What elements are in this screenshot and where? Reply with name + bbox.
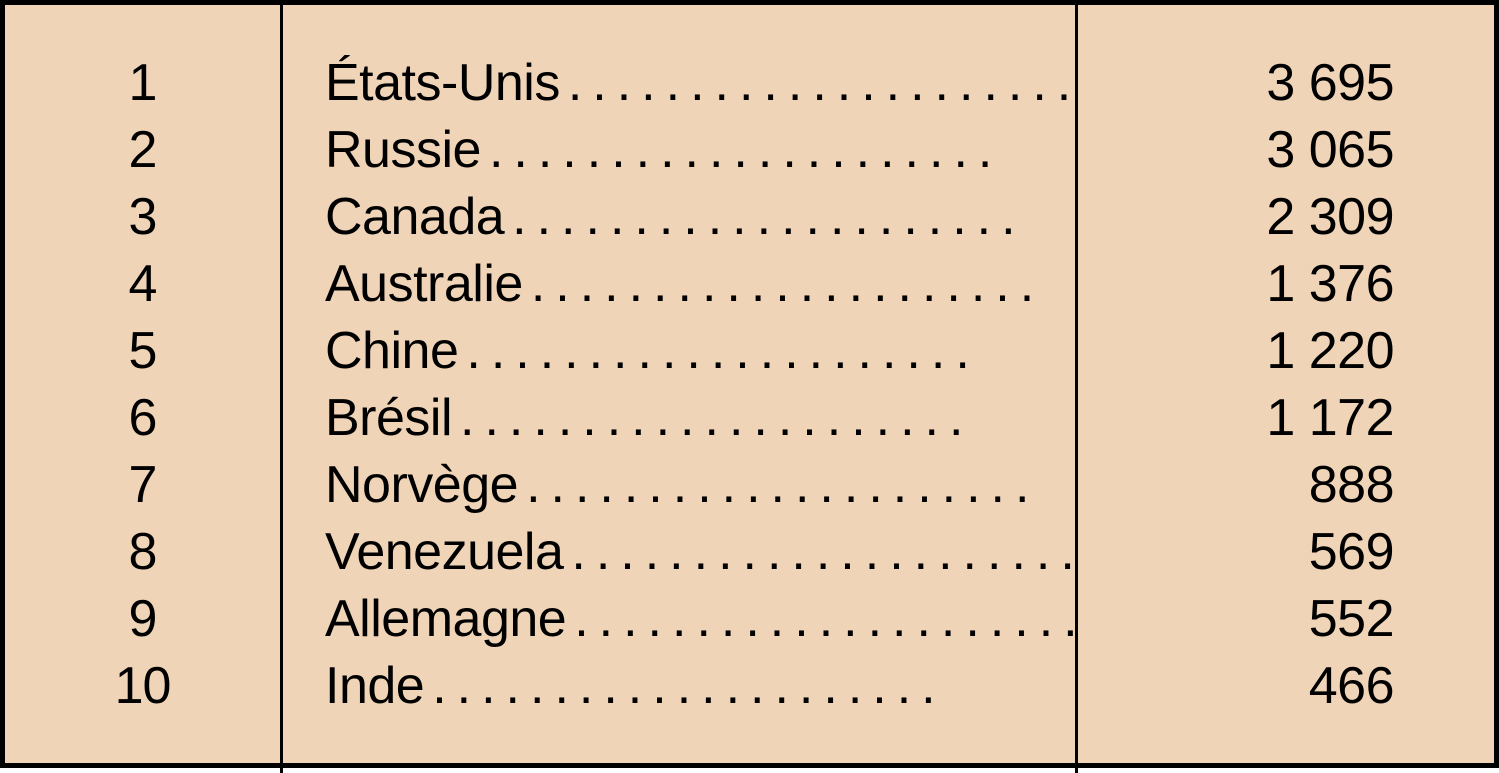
country-cell: États-Unis ..................... <box>280 53 1075 113</box>
ranking-table: 1 États-Unis ..................... 3 695… <box>0 0 1499 768</box>
rank-cell: 9 <box>5 589 280 649</box>
country-name: Brésil <box>325 388 452 448</box>
country-name: Canada <box>325 187 504 247</box>
dot-leader: ..................... <box>566 589 1075 649</box>
column-divider-1 <box>280 5 283 773</box>
value-cell: 466 <box>1075 656 1494 716</box>
rank-cell: 7 <box>5 455 280 515</box>
country-name: Venezuela <box>325 522 563 582</box>
country-name: Chine <box>325 321 458 381</box>
dot-leader: ..................... <box>560 53 1075 113</box>
country-name: Australie <box>325 254 523 314</box>
country-cell: Norvège ..................... <box>280 455 1075 515</box>
country-name: États-Unis <box>325 53 560 113</box>
table-row: 7 Norvège ..................... 888 <box>5 451 1494 518</box>
table-row: 3 Canada ..................... 2 309 <box>5 183 1494 250</box>
country-name: Norvège <box>325 455 518 515</box>
value-cell: 1 172 <box>1075 388 1494 448</box>
country-cell: Canada ..................... <box>280 187 1075 247</box>
country-cell: Inde ..................... <box>280 656 1075 716</box>
table-row: 4 Australie ..................... 1 376 <box>5 250 1494 317</box>
rank-cell: 10 <box>5 656 280 716</box>
value-cell: 3 065 <box>1075 120 1494 180</box>
value-cell: 888 <box>1075 455 1494 515</box>
rank-cell: 8 <box>5 522 280 582</box>
table-row: 6 Brésil ..................... 1 172 <box>5 384 1494 451</box>
table-row: 9 Allemagne ..................... 552 <box>5 585 1494 652</box>
dot-leader: ..................... <box>563 522 1075 582</box>
rank-cell: 1 <box>5 53 280 113</box>
dot-leader: ..................... <box>523 254 1075 314</box>
rank-cell: 4 <box>5 254 280 314</box>
country-cell: Russie ..................... <box>280 120 1075 180</box>
dot-leader: ..................... <box>452 388 1075 448</box>
dot-leader: ..................... <box>481 120 1075 180</box>
country-name: Russie <box>325 120 481 180</box>
rank-cell: 2 <box>5 120 280 180</box>
value-cell: 569 <box>1075 522 1494 582</box>
table-row: 10 Inde ..................... 466 <box>5 652 1494 719</box>
country-cell: Chine ..................... <box>280 321 1075 381</box>
value-cell: 1 376 <box>1075 254 1494 314</box>
table-row: 5 Chine ..................... 1 220 <box>5 317 1494 384</box>
country-cell: Allemagne ..................... <box>280 589 1075 649</box>
rank-cell: 5 <box>5 321 280 381</box>
value-cell: 2 309 <box>1075 187 1494 247</box>
dot-leader: ..................... <box>458 321 1075 381</box>
rank-cell: 6 <box>5 388 280 448</box>
column-divider-2 <box>1075 5 1078 773</box>
value-cell: 552 <box>1075 589 1494 649</box>
rank-cell: 3 <box>5 187 280 247</box>
country-name: Inde <box>325 656 424 716</box>
dot-leader: ..................... <box>424 656 1075 716</box>
value-cell: 1 220 <box>1075 321 1494 381</box>
country-name: Allemagne <box>325 589 566 649</box>
dot-leader: ..................... <box>504 187 1075 247</box>
country-cell: Brésil ..................... <box>280 388 1075 448</box>
table-row: 8 Venezuela ..................... 569 <box>5 518 1494 585</box>
value-cell: 3 695 <box>1075 53 1494 113</box>
table-row: 2 Russie ..................... 3 065 <box>5 116 1494 183</box>
country-cell: Australie ..................... <box>280 254 1075 314</box>
table-row: 1 États-Unis ..................... 3 695 <box>5 49 1494 116</box>
country-cell: Venezuela ..................... <box>280 522 1075 582</box>
dot-leader: ..................... <box>518 455 1075 515</box>
